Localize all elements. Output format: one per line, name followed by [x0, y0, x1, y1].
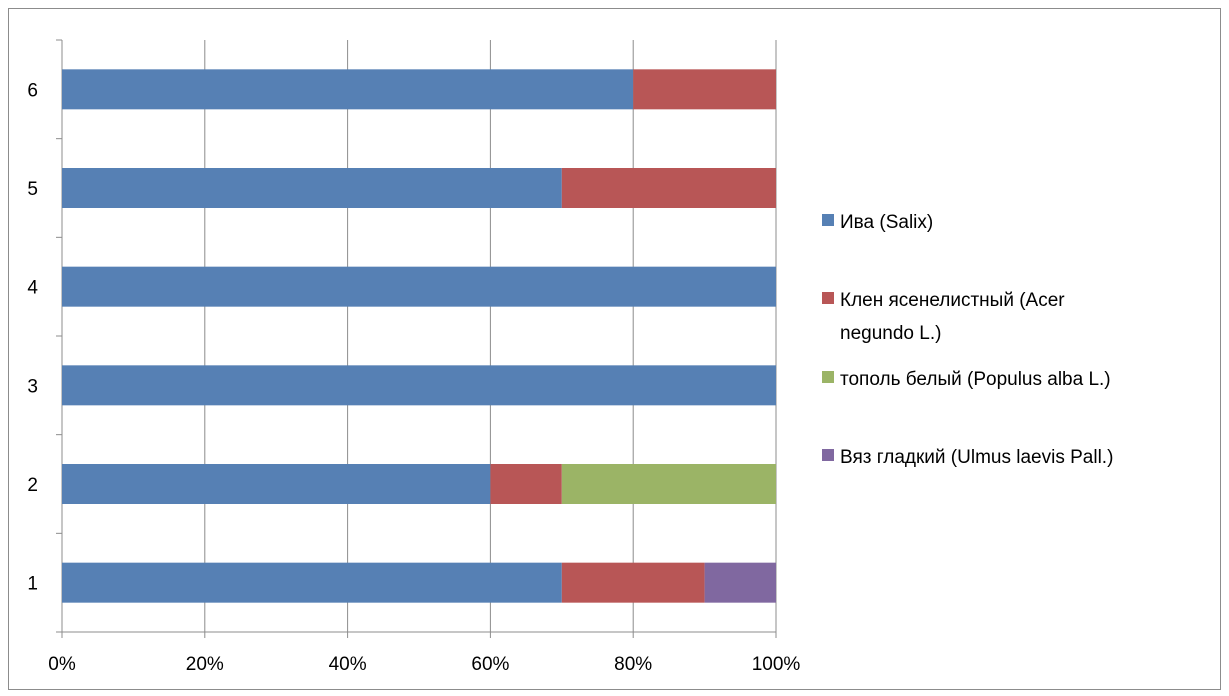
bar-segment-cat2-series2	[490, 464, 562, 504]
bar-segment-cat5-series2	[561, 168, 776, 208]
x-tick-label: 60%	[471, 654, 509, 675]
gridlines	[204, 40, 777, 632]
y-tick-labels: 1 2 3 4 5 6	[27, 80, 38, 594]
legend-item: Вяз гладкий (Ulmus laevis Pall.)	[822, 447, 1113, 468]
x-tick-label: 80%	[614, 654, 652, 675]
legend-item: тополь белый (Populus alba L.)	[822, 369, 1111, 390]
bar-segment-cat2-series1	[62, 464, 491, 504]
legend-swatch	[822, 214, 834, 226]
bar-segment-cat1-series4	[704, 562, 776, 603]
legend-label: Вяз гладкий (Ulmus laevis Pall.)	[840, 447, 1113, 468]
bar-segment-cat1-series1	[62, 562, 562, 603]
legend-swatch	[822, 449, 834, 461]
x-tick-labels: 0% 20% 40% 60% 80% 100%	[48, 654, 800, 675]
y-tick-label: 4	[27, 278, 38, 299]
y-tick-label: 5	[27, 179, 38, 200]
bar-segment-cat5-series1	[62, 168, 562, 208]
bar-segment-cat6-series1	[62, 69, 634, 110]
bar-segment-cat3-series1	[62, 365, 776, 406]
legend-label: Клен ясенелистный (Acer	[840, 290, 1065, 311]
x-tick-label: 100%	[752, 654, 801, 675]
bars	[62, 69, 776, 603]
legend-label: negundo L.)	[840, 323, 941, 344]
legend-swatch	[822, 292, 834, 304]
x-tick-label: 0%	[48, 654, 76, 675]
y-tick-label: 6	[27, 80, 38, 101]
axes	[56, 39, 777, 638]
bar-segment-cat6-series2	[633, 69, 776, 110]
legend-label: Ива (Salix)	[840, 212, 933, 233]
legend-swatch	[822, 371, 834, 383]
legend-item: Клен ясенелистный (Acer negundo L.)	[822, 290, 1065, 344]
y-tick-label: 3	[27, 376, 38, 397]
bar-segment-cat2-series3	[561, 464, 776, 504]
legend-item: Ива (Salix)	[822, 212, 933, 233]
x-tick-label: 40%	[329, 654, 367, 675]
y-tick-label: 1	[27, 574, 38, 595]
legend-label: тополь белый (Populus alba L.)	[840, 369, 1111, 390]
bar-segment-cat4-series1	[62, 266, 776, 307]
x-tick-label: 20%	[186, 654, 224, 675]
bar-segment-cat1-series2	[561, 562, 705, 603]
y-tick-label: 2	[27, 475, 38, 496]
legend: Ива (Salix) Клен ясенелистный (Acer negund…	[822, 212, 1113, 468]
